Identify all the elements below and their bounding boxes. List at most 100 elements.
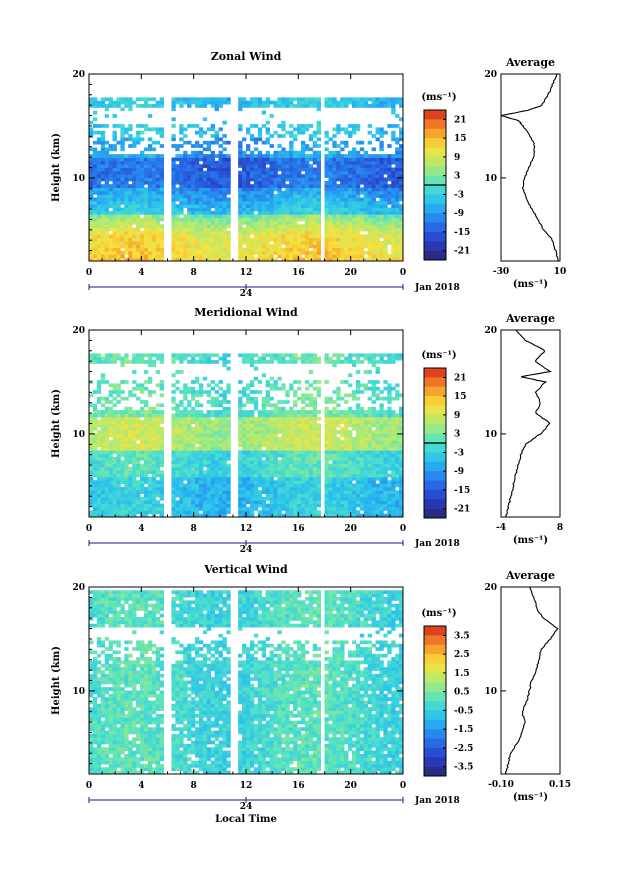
heatmap-cell [332,460,337,464]
heatmap-cell [269,134,274,138]
heatmap-cell [379,506,384,511]
heatmap-cell [332,430,337,434]
heatmap-cell [112,210,117,215]
heatmap-cell [218,480,223,485]
heatmap-cell [238,244,243,249]
colorbar-segment [424,138,446,148]
heatmap-cell [155,483,161,488]
heatmap-cell [226,453,231,458]
heatmap-cell [395,463,400,468]
heatmap-cell [159,154,164,158]
heatmap-cell [348,480,353,485]
heatmap-cell [222,490,227,495]
heatmap-cell [277,154,282,158]
heatmap-cell [124,450,129,454]
x-tick-label: 0 [86,268,92,278]
heatmap-cell [253,174,259,178]
heatmap-cell [194,97,200,102]
heatmap-cell [143,496,149,501]
heatmap-cell [379,177,384,182]
heatmap-cell [324,187,329,192]
y-axis-label: Height (km) [51,133,62,202]
heatmap-cell [273,496,278,501]
heatmap-cell [104,187,110,192]
heatmap-cell [277,500,282,505]
heatmap-cell [332,244,337,249]
heatmap-cell [89,167,94,172]
heatmap-cell [116,204,121,208]
heatmap-cell [120,257,125,261]
heatmap-cell [297,127,302,132]
heatmap-cell [132,177,137,182]
heatmap-cell [92,450,98,454]
heatmap-cell [273,180,278,185]
heatmap-cell [351,157,357,162]
heatmap-cell [214,443,219,448]
heatmap-cell [104,460,110,464]
heatmap-cell [89,180,94,185]
heatmap-cell [222,97,227,102]
heatmap-cell [344,164,349,168]
heatmap-cell [289,187,294,192]
heatmap-cell [120,440,125,444]
heatmap-cell [183,184,188,188]
heatmap-cell [187,104,192,108]
heatmap-cell [261,210,267,215]
profile-x-label: (ms⁻¹) [513,279,548,290]
heatmap-cell [155,224,161,229]
heatmap-cell [159,506,164,511]
heatmap-cell [399,230,403,235]
heatmap-cell [175,240,180,245]
heatmap-cell [175,476,180,481]
heatmap-cell [171,490,176,495]
heatmap-cell [304,127,310,132]
heatmap-cell [198,190,204,195]
heatmap-cell [89,510,94,515]
heatmap-cell [285,423,290,428]
heatmap-cell [269,220,274,225]
heatmap-cell [89,493,94,498]
heatmap-cell [277,460,282,464]
heatmap-cell [351,257,357,261]
heatmap-cell [198,230,204,235]
heatmap-cell [206,170,212,175]
heatmap-cell [375,127,380,132]
heatmap-cell [355,100,361,105]
heatmap-cell [265,506,270,511]
heatmap-cell [355,197,361,202]
heatmap-cell [226,466,231,471]
heatmap-cell [324,254,329,259]
heatmap-cell [300,510,306,515]
heatmap-cell [379,244,384,249]
heatmap-cell [261,157,267,162]
heatmap-cell [108,463,113,468]
heatmap-cell [281,190,286,195]
heatmap-cell [222,147,227,152]
heatmap-cell [159,187,164,192]
heatmap-cell [171,240,176,245]
heatmap-cell [92,214,98,218]
heatmap-cell [395,150,400,155]
heatmap-cell [281,240,286,245]
heatmap-cell [124,200,129,205]
heatmap-cell [273,210,278,215]
heatmap-cell [257,466,263,471]
heatmap-cell [340,210,345,215]
heatmap-cell [261,237,267,242]
heatmap-cell [136,234,141,239]
heatmap-cell [175,100,180,105]
heatmap-cell [249,453,255,458]
heatmap-cell [238,157,243,162]
heatmap-cell [120,134,125,138]
heatmap-cell [194,250,200,255]
heatmap-cell [285,177,290,182]
heatmap-cell [210,503,216,508]
heatmap-cell [206,254,212,259]
heatmap-cell [191,433,196,438]
heatmap-cell [218,430,223,434]
heatmap-cell [112,207,117,212]
heatmap-cell [179,167,184,172]
heatmap-cell [206,190,212,195]
heatmap-cell [363,426,369,431]
heatmap-cell [265,250,270,255]
